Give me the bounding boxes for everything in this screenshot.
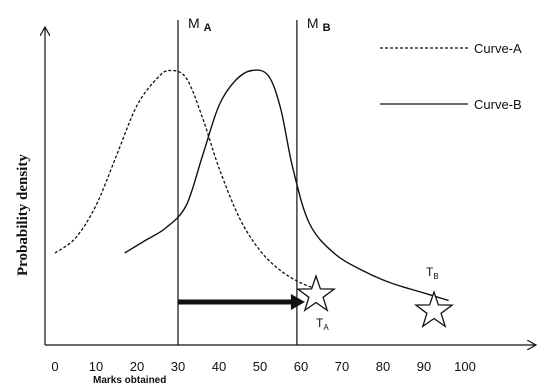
legend-label-curve-b: Curve-B xyxy=(474,97,522,112)
legend-label-curve-a: Curve-A xyxy=(474,41,522,56)
x-tick-label: 50 xyxy=(253,359,267,374)
x-tick-label: 40 xyxy=(212,359,226,374)
x-tick-label: 60 xyxy=(294,359,308,374)
x-axis-label: Marks obtained xyxy=(93,375,166,386)
legend: Curve-A Curve-B xyxy=(380,41,522,112)
mark-range-arrow xyxy=(178,294,305,310)
x-tick-label: 100 xyxy=(454,359,476,374)
star-label-a: TA xyxy=(316,316,329,332)
series-line-curve-a xyxy=(54,69,322,292)
x-tick-label: 90 xyxy=(417,359,431,374)
curves xyxy=(54,69,449,302)
arrow-head xyxy=(290,294,305,310)
target-stars: TA TB xyxy=(295,265,455,332)
star-label-b: TB xyxy=(426,265,439,281)
series-line-curve-b xyxy=(124,69,449,302)
x-tick-label: 80 xyxy=(376,359,390,374)
x-tick-label: 30 xyxy=(171,359,185,374)
star-b xyxy=(413,289,455,329)
x-tick-label: 10 xyxy=(89,359,103,374)
x-tick-labels: 0 10 20 30 40 50 60 70 80 90 100 xyxy=(51,359,475,374)
x-tick-label: 20 xyxy=(130,359,144,374)
x-tick-label: 0 xyxy=(51,359,58,374)
x-tick-label: 70 xyxy=(335,359,349,374)
star-a xyxy=(295,273,337,313)
y-axis-label: Probability density xyxy=(15,154,31,276)
